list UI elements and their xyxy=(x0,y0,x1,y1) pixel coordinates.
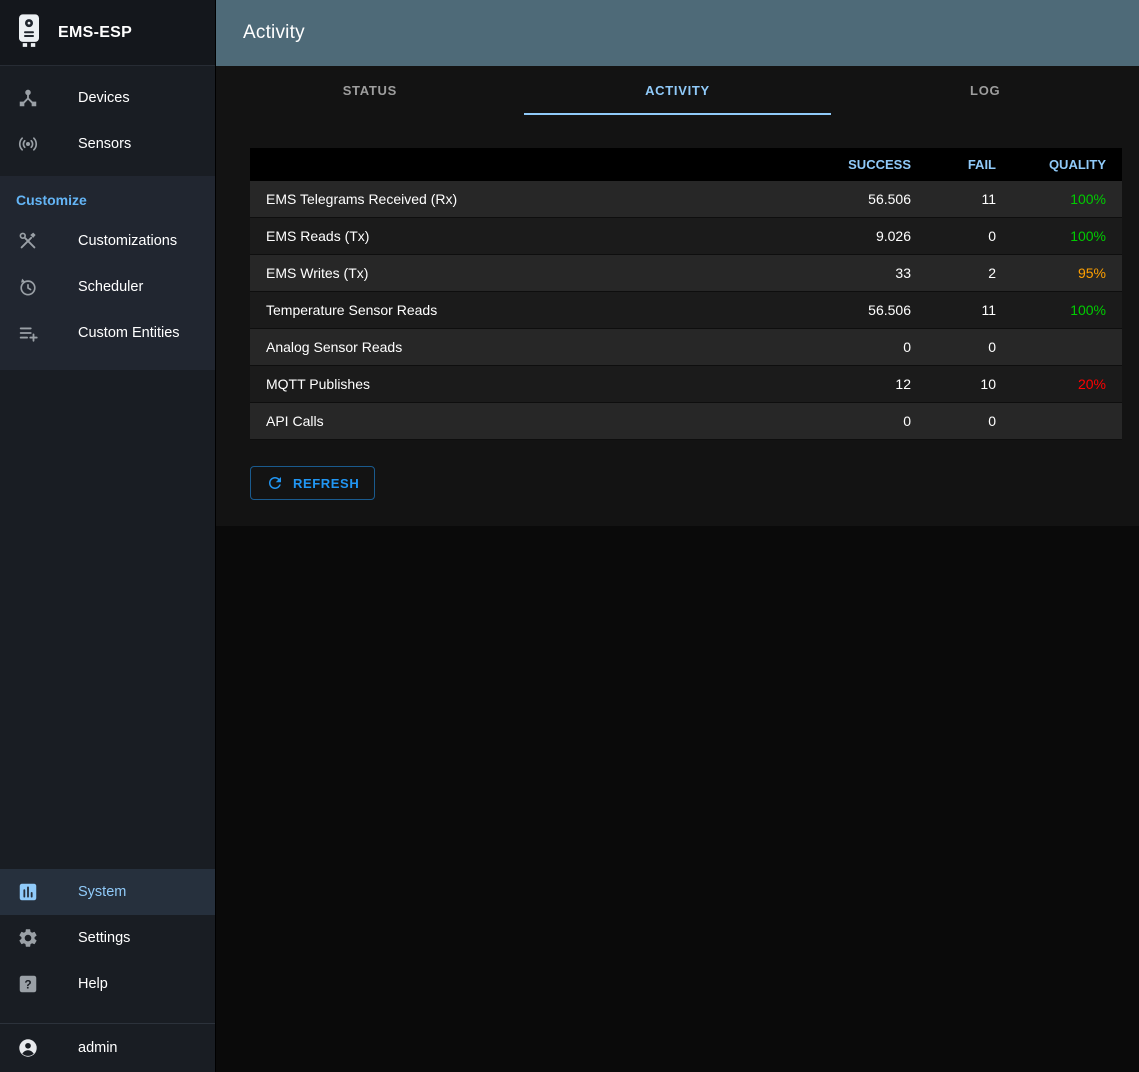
stat-name: Temperature Sensor Reads xyxy=(250,291,812,329)
stat-quality: 100% xyxy=(1012,217,1122,255)
sidebar-item-admin[interactable]: admin xyxy=(0,1024,215,1072)
stat-success: 9.026 xyxy=(812,217,927,255)
sidebar-item-system[interactable]: System xyxy=(0,869,215,915)
col-header-quality: QUALITY xyxy=(1012,148,1122,181)
sidebar-item-label: System xyxy=(78,884,127,900)
stat-name: EMS Telegrams Received (Rx) xyxy=(250,181,812,218)
stat-quality: 20% xyxy=(1012,365,1122,403)
gear-icon xyxy=(16,926,40,950)
sidebar-item-help[interactable]: ? Help xyxy=(0,961,215,1007)
page-title: Activity xyxy=(243,22,305,43)
stat-quality xyxy=(1012,328,1122,366)
table-row: EMS Reads (Tx) 9.026 0 100% xyxy=(250,217,1122,255)
user-label: admin xyxy=(78,1040,118,1056)
system-chart-icon xyxy=(16,880,40,904)
table-row: Temperature Sensor Reads 56.506 11 100% xyxy=(250,291,1122,329)
sidebar-item-customizations[interactable]: Customizations xyxy=(0,218,215,264)
activity-panel: STATUS ACTIVITY LOG SUCCESS FAIL QUALITY xyxy=(216,66,1139,526)
tab-activity[interactable]: ACTIVITY xyxy=(523,66,832,115)
stat-success: 56.506 xyxy=(812,291,927,329)
table-row: Analog Sensor Reads 0 0 xyxy=(250,328,1122,366)
sidebar: EMS-ESP Devices Sensors Customize xyxy=(0,0,216,1072)
sidebar-item-devices[interactable]: Devices xyxy=(0,75,215,121)
stat-quality: 95% xyxy=(1012,254,1122,292)
stat-fail: 11 xyxy=(927,291,1012,329)
svg-text:?: ? xyxy=(24,978,31,992)
stat-fail: 0 xyxy=(927,217,1012,255)
stat-success: 0 xyxy=(812,402,927,440)
table-row: MQTT Publishes 12 10 20% xyxy=(250,365,1122,403)
activity-table: SUCCESS FAIL QUALITY EMS Telegrams Recei… xyxy=(250,148,1122,440)
table-row: EMS Telegrams Received (Rx) 56.506 11 10… xyxy=(250,181,1122,218)
sidebar-item-sensors[interactable]: Sensors xyxy=(0,121,215,167)
customize-section-label: Customize xyxy=(16,192,87,208)
refresh-button[interactable]: REFRESH xyxy=(250,466,376,500)
sidebar-item-custom-entities[interactable]: Custom Entities xyxy=(0,310,215,356)
col-header-success: SUCCESS xyxy=(812,148,927,181)
stat-name: EMS Reads (Tx) xyxy=(250,217,812,255)
sidebar-bottom: System Settings ? Help xyxy=(0,869,215,1072)
stat-success: 0 xyxy=(812,328,927,366)
stat-quality: 100% xyxy=(1012,291,1122,329)
table-row: API Calls 0 0 xyxy=(250,402,1122,440)
tab-bar: STATUS ACTIVITY LOG xyxy=(216,66,1139,115)
stat-quality: 100% xyxy=(1012,181,1122,218)
sidebar-item-settings[interactable]: Settings xyxy=(0,915,215,961)
sidebar-item-label: Sensors xyxy=(78,136,132,152)
stat-name: Analog Sensor Reads xyxy=(250,328,812,366)
sidebar-header: EMS-ESP xyxy=(0,0,215,66)
sidebar-item-label: Custom Entities xyxy=(78,325,180,341)
help-icon: ? xyxy=(16,972,40,996)
stat-fail: 10 xyxy=(927,365,1012,403)
app-title: EMS-ESP xyxy=(58,23,133,41)
ems-esp-logo-icon xyxy=(14,11,44,54)
sidebar-item-label: Devices xyxy=(78,90,130,106)
scheduler-clock-icon xyxy=(16,275,40,299)
stat-name: API Calls xyxy=(250,402,812,440)
appbar: Activity xyxy=(216,0,1139,66)
tab-log[interactable]: LOG xyxy=(970,83,1001,98)
stat-name: MQTT Publishes xyxy=(250,365,812,403)
col-header-name xyxy=(250,148,812,181)
table-header-row: SUCCESS FAIL QUALITY xyxy=(250,148,1122,181)
refresh-button-label: REFRESH xyxy=(293,475,360,491)
sidebar-item-scheduler[interactable]: Scheduler xyxy=(0,264,215,310)
stat-fail: 0 xyxy=(927,328,1012,366)
device-hub-icon xyxy=(16,86,40,110)
stat-fail: 0 xyxy=(927,402,1012,440)
main-area: Activity STATUS ACTIVITY LOG SUCCESS FAI… xyxy=(216,0,1139,1072)
sidebar-item-label: Settings xyxy=(78,930,131,946)
sidebar-item-label: Scheduler xyxy=(78,279,144,295)
stat-success: 56.506 xyxy=(812,181,927,218)
stat-fail: 11 xyxy=(927,181,1012,218)
stat-fail: 2 xyxy=(927,254,1012,292)
stat-success: 33 xyxy=(812,254,927,292)
stat-quality xyxy=(1012,402,1122,440)
playlist-add-icon xyxy=(16,321,40,345)
sidebar-item-label: Customizations xyxy=(78,233,178,249)
tab-status[interactable]: STATUS xyxy=(342,83,397,98)
sidebar-item-label: Help xyxy=(78,976,108,992)
stat-success: 12 xyxy=(812,365,927,403)
refresh-icon xyxy=(266,474,284,492)
stat-name: EMS Writes (Tx) xyxy=(250,254,812,292)
account-circle-icon xyxy=(16,1036,40,1060)
sidebar-nav: Devices Sensors Customize xyxy=(0,66,215,370)
col-header-fail: FAIL xyxy=(927,148,1012,181)
tab-content: SUCCESS FAIL QUALITY EMS Telegrams Recei… xyxy=(216,115,1139,526)
divider xyxy=(0,1023,215,1024)
construction-tools-icon xyxy=(16,229,40,253)
sensors-icon xyxy=(16,132,40,156)
customize-section: Customize Customizations xyxy=(0,176,215,370)
table-row: EMS Writes (Tx) 33 2 95% xyxy=(250,254,1122,292)
